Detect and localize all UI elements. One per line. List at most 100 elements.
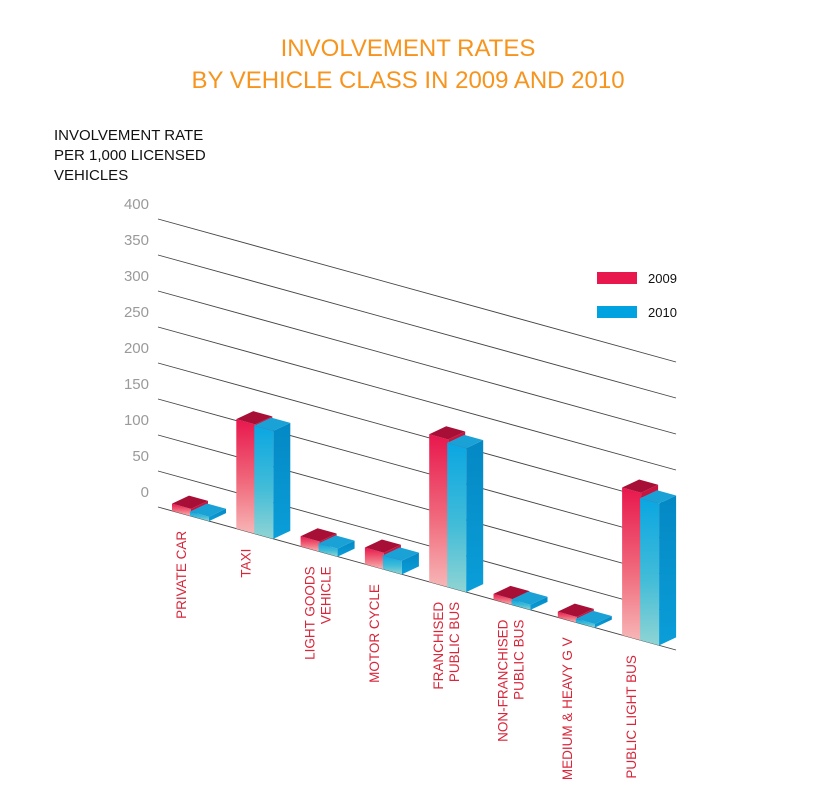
gridline-0 bbox=[157, 506, 677, 651]
category-label-line: FRANCHISED bbox=[431, 602, 446, 690]
bar-front-face bbox=[447, 442, 467, 593]
bar-front-face bbox=[622, 487, 642, 641]
y-tick-label: 200 bbox=[124, 340, 149, 357]
bar-top-face bbox=[364, 539, 401, 553]
bar-top-face bbox=[493, 585, 530, 600]
category-label-line: MEDIUM & HEAVY G V bbox=[560, 637, 575, 780]
bar-top-face bbox=[300, 528, 337, 542]
bar-2010-4 bbox=[447, 434, 484, 593]
chart-title: INVOLVEMENT RATES BY VEHICLE CLASS IN 20… bbox=[191, 35, 624, 94]
bar-2010-1 bbox=[254, 417, 291, 539]
bar-2010-7 bbox=[640, 490, 677, 646]
bar-front-face bbox=[190, 511, 209, 522]
chart-title-line-2: BY VEHICLE CLASS IN 2009 AND 2010 bbox=[191, 67, 624, 94]
legend-label-2010: 2010 bbox=[648, 305, 677, 320]
category-label-line: MOTOR CYCLE bbox=[367, 584, 382, 683]
bar-front-face bbox=[557, 611, 577, 623]
legend-swatch-2009 bbox=[597, 272, 637, 284]
category-label-line: PRIVATE CAR bbox=[174, 531, 189, 619]
bars bbox=[172, 411, 677, 646]
bar-front-face bbox=[254, 425, 274, 539]
category-label-line: TAXI bbox=[238, 549, 253, 578]
y-tick-label: 150 bbox=[124, 376, 149, 393]
bar-side-face bbox=[659, 495, 677, 646]
gridline-250 bbox=[157, 326, 677, 471]
y-tick-label: 250 bbox=[124, 304, 149, 321]
bar-top-face bbox=[254, 417, 291, 431]
y-tick-label: 400 bbox=[124, 196, 149, 213]
bar-top-face bbox=[429, 426, 466, 440]
bar-top-face bbox=[511, 591, 548, 605]
category-label-line: PUBLIC LIGHT BUS bbox=[624, 655, 639, 779]
bar-front-face bbox=[236, 419, 256, 534]
y-tick-label: 100 bbox=[124, 412, 149, 429]
bar-2010-0 bbox=[190, 503, 226, 522]
y-axis-label-line-3: VEHICLES bbox=[54, 167, 128, 184]
bar-side-face bbox=[337, 540, 355, 557]
bar-side-face bbox=[401, 552, 419, 575]
y-tick-label: 0 bbox=[141, 484, 149, 501]
bar-top-face bbox=[575, 610, 612, 624]
bar-top-face bbox=[172, 495, 208, 509]
bar-front-face bbox=[364, 547, 384, 570]
bar-front-face bbox=[429, 434, 449, 588]
bar-top-face bbox=[190, 503, 226, 517]
bar-front-face bbox=[640, 498, 660, 646]
legend: 2009 2010 bbox=[597, 271, 677, 320]
category-label-line: VEHICLE bbox=[319, 566, 334, 624]
chart-title-line-1: INVOLVEMENT RATES bbox=[281, 35, 536, 62]
gridline-50 bbox=[157, 470, 677, 615]
bar-front-face bbox=[172, 503, 191, 517]
y-tick-label: 350 bbox=[124, 232, 149, 249]
bar-front-face bbox=[382, 555, 402, 575]
bar-top-face bbox=[447, 434, 484, 449]
category-label-1: TAXI bbox=[238, 549, 253, 578]
bar-2010-2 bbox=[318, 535, 355, 557]
y-axis-label-line-1: INVOLVEMENT RATE bbox=[54, 127, 203, 144]
category-label-7: PUBLIC LIGHT BUS bbox=[624, 655, 639, 779]
category-label-6: MEDIUM & HEAVY G V bbox=[560, 637, 575, 780]
bar-side-face bbox=[209, 508, 226, 522]
category-labels: PRIVATE CAR TAXI LIGHT GOODS VEHICLE MOTOR C… bbox=[174, 531, 639, 781]
bar-top-face bbox=[622, 479, 659, 493]
legend-label-2009: 2009 bbox=[648, 271, 677, 286]
gridline-150 bbox=[157, 398, 677, 543]
bar-top-face bbox=[382, 547, 419, 561]
category-label-5: NON-FRANCHISED PUBLIC BUS bbox=[496, 619, 527, 742]
bar-front-face bbox=[318, 543, 338, 557]
gridline-300 bbox=[157, 290, 677, 435]
legend-swatch-2010 bbox=[597, 306, 637, 318]
category-label-line: PUBLIC BUS bbox=[447, 602, 462, 682]
gridline-400 bbox=[157, 218, 677, 363]
bar-2010-6 bbox=[575, 610, 612, 628]
gridline-350 bbox=[157, 254, 677, 399]
bar-front-face bbox=[300, 536, 320, 552]
category-label-0: PRIVATE CAR bbox=[174, 531, 189, 619]
y-tick-label: 50 bbox=[132, 448, 149, 465]
category-label-2: LIGHT GOODS VEHICLE bbox=[303, 566, 334, 660]
bar-side-face bbox=[594, 615, 612, 628]
category-label-line: NON-FRANCHISED bbox=[496, 619, 511, 742]
gridline-200 bbox=[157, 362, 677, 507]
bar-2010-5 bbox=[511, 591, 548, 610]
bar-front-face bbox=[575, 618, 595, 628]
category-label-4: FRANCHISED PUBLIC BUS bbox=[431, 602, 462, 690]
bar-side-face bbox=[530, 596, 548, 610]
bar-side-face bbox=[466, 440, 484, 593]
category-label-line: LIGHT GOODS bbox=[303, 566, 318, 660]
bar-front-face bbox=[511, 599, 531, 610]
y-axis-label: INVOLVEMENT RATE PER 1,000 LICENSED VEHI… bbox=[54, 127, 206, 184]
bar-top-face bbox=[236, 411, 273, 425]
bar-front-face bbox=[493, 593, 513, 605]
bar-side-face bbox=[273, 422, 291, 539]
y-axis-label-line-2: PER 1,000 LICENSED bbox=[54, 147, 206, 164]
y-axis-ticks: 0 50 100 150 200 250 300 350 400 bbox=[124, 196, 149, 501]
y-tick-label: 300 bbox=[124, 268, 149, 285]
bar-top-face bbox=[318, 535, 355, 549]
category-label-3: MOTOR CYCLE bbox=[367, 584, 382, 683]
bar-top-face bbox=[557, 603, 594, 617]
category-label-line: PUBLIC BUS bbox=[512, 620, 527, 700]
bar-top-face bbox=[640, 490, 677, 504]
bar-2010-3 bbox=[382, 547, 419, 575]
